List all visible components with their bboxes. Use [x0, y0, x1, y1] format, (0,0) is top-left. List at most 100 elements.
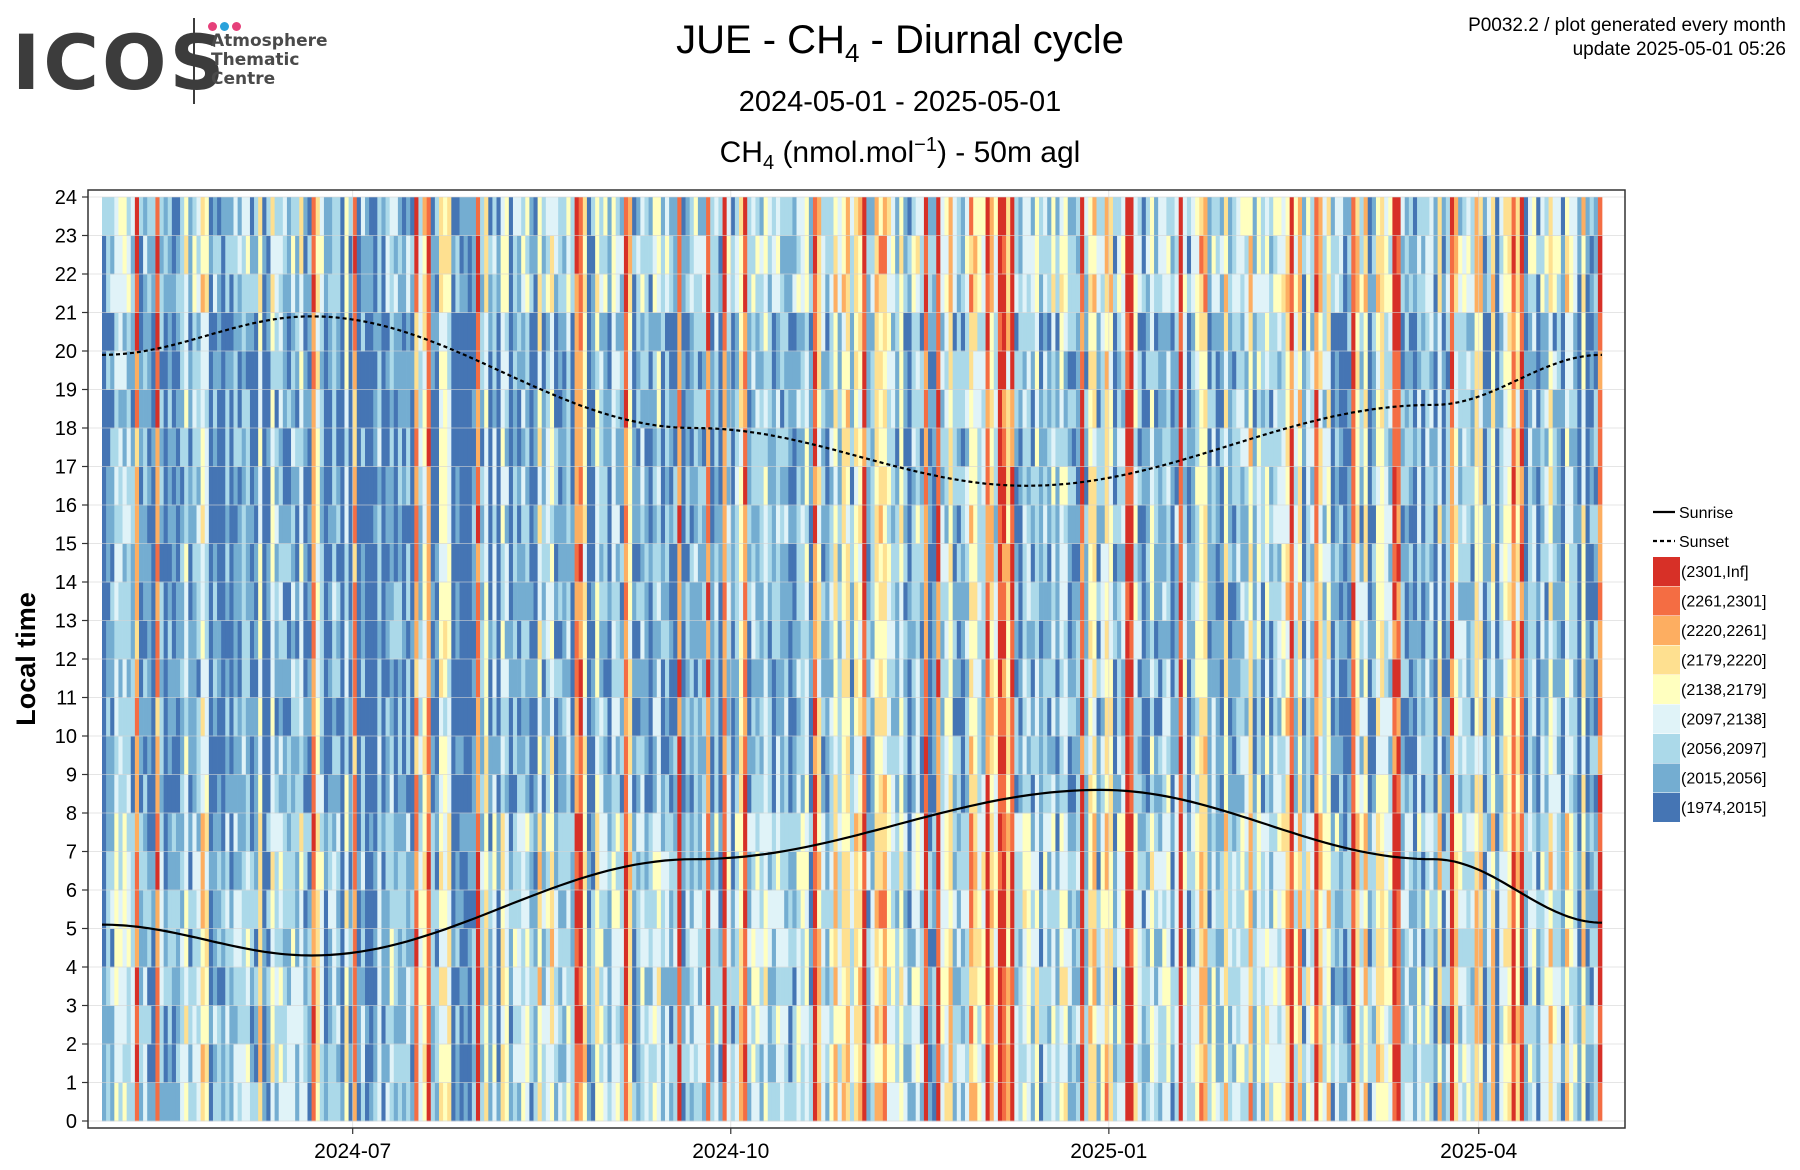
heatmap-cell	[907, 1005, 912, 1045]
heatmap-cell	[710, 736, 715, 775]
heatmap-cell	[919, 928, 925, 968]
heatmap-cell	[759, 197, 764, 236]
heatmap-cell	[660, 351, 666, 390]
heatmap-cell	[159, 928, 164, 968]
heatmap-cell	[410, 389, 415, 429]
heatmap-cell	[163, 582, 169, 621]
heatmap-cell	[422, 543, 428, 583]
heatmap-cell	[459, 274, 464, 313]
heatmap-cell	[915, 197, 921, 236]
heatmap-cell	[808, 582, 814, 621]
heatmap-cell	[792, 1044, 797, 1083]
heatmap-cell	[430, 620, 436, 660]
heatmap-cell	[611, 1082, 617, 1122]
heatmap-cell	[652, 736, 658, 775]
subtitle-mid: (nmol.mol	[774, 136, 915, 169]
heatmap-cell	[463, 505, 469, 544]
heatmap-cell	[418, 928, 423, 968]
heatmap-cell	[200, 928, 206, 968]
heatmap-cell	[697, 736, 703, 775]
heatmap-cell	[582, 697, 588, 737]
heatmap-cell	[718, 312, 723, 352]
heatmap-cell	[821, 235, 826, 275]
heatmap-cell	[591, 351, 596, 390]
heatmap-cell	[804, 1044, 810, 1083]
heatmap-cell	[480, 1082, 485, 1122]
heatmap-cell	[636, 351, 641, 390]
heatmap-cell	[932, 351, 937, 390]
heatmap-cell	[882, 659, 888, 698]
heatmap-cell	[102, 890, 107, 929]
heatmap-cell	[254, 235, 259, 275]
heatmap-cell	[648, 1082, 654, 1122]
heatmap-cell	[932, 736, 937, 775]
heatmap-cell	[340, 967, 345, 1006]
heatmap-cell	[537, 235, 543, 275]
heatmap-cell	[508, 659, 514, 698]
heatmap-cell	[648, 697, 654, 737]
heatmap-cell	[344, 851, 349, 891]
heatmap-cell	[414, 235, 419, 275]
heatmap-cell	[738, 736, 744, 775]
heatmap-cell	[603, 389, 608, 429]
heatmap-cell	[578, 505, 584, 544]
heatmap-cell	[895, 197, 900, 236]
heatmap-cell	[738, 466, 744, 506]
heatmap-cell	[652, 620, 658, 660]
heatmap-cell	[738, 351, 744, 390]
heatmap-cell	[134, 235, 140, 275]
heatmap-cell	[817, 582, 822, 621]
heatmap-cell	[438, 697, 444, 737]
heatmap-cell	[656, 774, 662, 814]
heatmap-cell	[295, 274, 300, 313]
heatmap-cell	[217, 697, 222, 737]
heatmap-cell	[738, 967, 744, 1006]
heatmap-cell	[714, 197, 719, 236]
heatmap-cell	[369, 659, 374, 698]
heatmap-cell	[295, 967, 300, 1006]
heatmap-cell	[603, 274, 608, 313]
heatmap-cell	[808, 813, 814, 852]
heatmap-cell	[923, 389, 929, 429]
heatmap-cell	[681, 351, 686, 390]
heatmap-cell	[471, 312, 477, 352]
heatmap-cell	[315, 967, 321, 1006]
heatmap-cell	[948, 620, 954, 660]
heatmap-cell	[558, 967, 563, 1006]
heatmap-cell	[771, 620, 777, 660]
heatmap-cell	[192, 428, 197, 467]
heatmap-cell	[702, 466, 707, 506]
heatmap-cell	[681, 312, 686, 352]
heatmap-cell	[673, 813, 678, 852]
heatmap-cell	[669, 659, 674, 698]
heatmap-cell	[919, 543, 925, 583]
heatmap-cell	[192, 351, 197, 390]
heatmap-cell	[110, 505, 115, 544]
heatmap-cell	[126, 351, 132, 390]
heatmap-cell	[126, 813, 132, 852]
heatmap-cell	[332, 967, 337, 1006]
heatmap-cell	[336, 736, 341, 775]
heatmap-cell	[365, 582, 370, 621]
heatmap-cell	[821, 505, 826, 544]
heatmap-cell	[443, 1005, 448, 1045]
heatmap-cell	[591, 428, 596, 467]
heatmap-cell	[886, 851, 892, 891]
heatmap-cell	[356, 813, 362, 852]
heatmap-cell	[147, 736, 152, 775]
heatmap-cell	[175, 774, 181, 814]
heatmap-cell	[438, 736, 444, 775]
heatmap-cell	[406, 967, 411, 1006]
heatmap-cell	[406, 505, 411, 544]
heatmap-cell	[697, 813, 703, 852]
heatmap-cell	[249, 620, 255, 660]
heatmap-cell	[340, 890, 345, 929]
heatmap-cell	[858, 1005, 863, 1045]
heatmap-cell	[693, 620, 699, 660]
heatmap-cell	[126, 1005, 132, 1045]
heatmap-cell	[430, 312, 436, 352]
heatmap-cell	[393, 274, 399, 313]
heatmap-cell	[286, 659, 292, 698]
heatmap-cell	[763, 505, 769, 544]
heatmap-cell	[348, 1005, 354, 1045]
